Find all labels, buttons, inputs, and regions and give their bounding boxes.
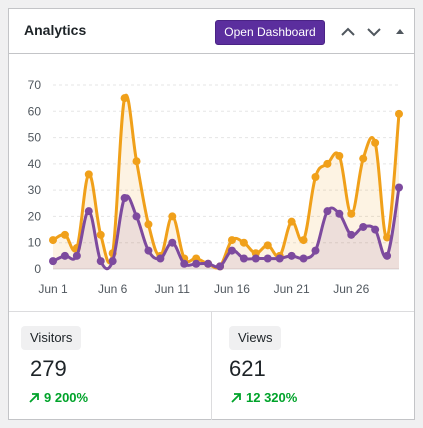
- data-point: [192, 259, 201, 268]
- visitors-change-text: 9 200%: [44, 390, 89, 405]
- chevron-down-icon[interactable]: [365, 23, 383, 41]
- views-label: Views: [229, 326, 282, 350]
- open-dashboard-button[interactable]: Open Dashboard: [215, 20, 325, 45]
- collapse-triangle-icon[interactable]: [391, 23, 409, 41]
- x-tick-label: Jun 16: [214, 282, 250, 296]
- data-point: [251, 254, 260, 263]
- data-point: [204, 259, 213, 268]
- stats-panel: Visitors 279 9 200% Views 621 12 320%: [9, 311, 414, 420]
- data-point: [120, 94, 129, 103]
- data-point: [287, 217, 296, 226]
- data-point: [49, 236, 57, 245]
- data-point: [144, 246, 153, 255]
- data-point: [371, 138, 380, 147]
- series-area: [53, 187, 399, 269]
- data-point: [359, 154, 368, 163]
- data-point: [263, 241, 272, 250]
- data-point: [275, 254, 284, 263]
- data-point: [144, 220, 153, 229]
- line-chart: 0 10 20 30 40 50 60 70 Jun 1 Jun 6 Jun 11 Jun 16 Jun…: [28, 78, 403, 296]
- chevron-up-icon[interactable]: [339, 23, 357, 41]
- data-point: [323, 207, 332, 216]
- data-point: [239, 254, 248, 263]
- arrow-up-right-icon: [231, 392, 241, 403]
- widget-header: Analytics Open Dashboard: [9, 9, 414, 54]
- data-point: [299, 236, 308, 245]
- data-point: [180, 259, 189, 268]
- y-tick-label: 20: [28, 209, 42, 223]
- data-point: [359, 222, 368, 231]
- data-point: [287, 251, 296, 260]
- data-point: [168, 212, 177, 221]
- views-change: 12 320%: [230, 390, 297, 405]
- data-point: [60, 230, 69, 239]
- y-tick-label: 60: [28, 104, 42, 118]
- x-tick-label: Jun 11: [155, 282, 190, 296]
- data-point: [156, 254, 165, 263]
- views-stat: Views 621 12 320%: [212, 312, 414, 420]
- analytics-chart: 0 10 20 30 40 50 60 70 Jun 1 Jun 6 Jun 11 Jun 16 Jun…: [9, 55, 414, 311]
- data-point: [383, 251, 392, 260]
- data-point: [120, 194, 129, 203]
- x-tick-label: Jun 1: [38, 282, 68, 296]
- x-tick-label: Jun 21: [274, 282, 310, 296]
- x-tick-label: Jun 26: [333, 282, 369, 296]
- data-point: [84, 207, 93, 216]
- y-tick-label: 40: [28, 157, 42, 171]
- visitors-change: 9 200%: [28, 390, 88, 405]
- data-point: [60, 251, 69, 260]
- data-point: [335, 209, 344, 218]
- visitors-value: 279: [30, 356, 67, 381]
- visitors-stat: Visitors 279 9 200%: [9, 312, 212, 420]
- data-point: [239, 238, 248, 247]
- data-point: [49, 257, 57, 266]
- data-point: [395, 183, 403, 192]
- data-point: [72, 251, 81, 260]
- x-tick-label: Jun 6: [98, 282, 128, 296]
- data-point: [132, 212, 141, 221]
- data-point: [335, 151, 344, 160]
- widget-title: Analytics: [24, 22, 87, 38]
- data-point: [383, 233, 392, 242]
- analytics-widget: Analytics Open Dashboard 0 10 20 30 40 50 60 70…: [8, 8, 415, 420]
- views-value: 621: [229, 356, 266, 381]
- data-point: [311, 173, 320, 181]
- data-point: [84, 170, 93, 179]
- data-point: [227, 246, 236, 255]
- data-point: [311, 246, 320, 255]
- data-point: [216, 262, 225, 271]
- data-point: [299, 254, 308, 263]
- y-tick-label: 30: [28, 183, 42, 197]
- data-point: [96, 257, 105, 266]
- data-point: [263, 254, 272, 263]
- data-point: [227, 236, 236, 245]
- y-tick-label: 50: [28, 131, 42, 145]
- data-point: [323, 159, 332, 168]
- data-point: [371, 225, 380, 234]
- data-point: [395, 109, 403, 118]
- data-point: [96, 230, 105, 239]
- visitors-label: Visitors: [21, 326, 82, 350]
- arrow-up-right-icon: [29, 392, 39, 403]
- data-point: [168, 238, 177, 247]
- data-point: [108, 257, 117, 266]
- data-point: [347, 209, 356, 218]
- y-tick-label: 0: [34, 262, 41, 276]
- data-point: [132, 157, 141, 166]
- y-tick-label: 10: [28, 236, 42, 250]
- y-tick-label: 70: [28, 78, 42, 92]
- views-change-text: 12 320%: [246, 390, 298, 405]
- data-point: [347, 230, 356, 239]
